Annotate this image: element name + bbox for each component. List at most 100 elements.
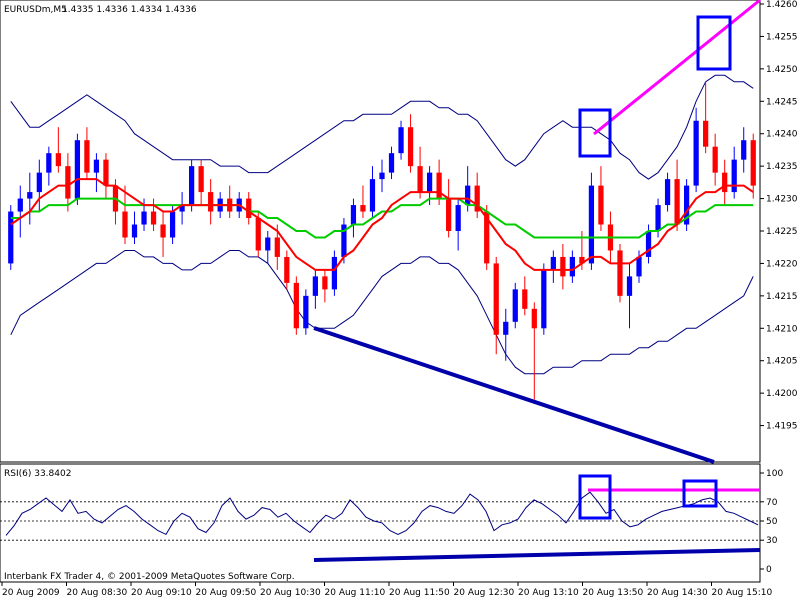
price-tick-label: 1.4260 <box>766 0 798 10</box>
candle-body <box>303 295 309 329</box>
rsi-tick-label: 50 <box>766 517 778 527</box>
candle-body <box>645 231 652 257</box>
rsi-title-label: RSI(6) 33.8402 <box>4 469 71 479</box>
price-tick-label: 1.4245 <box>766 97 798 107</box>
candle-body <box>731 159 737 193</box>
time-tick-label: 20 Aug 12:30 <box>454 588 515 598</box>
candle-body <box>36 172 42 193</box>
rsi-support-trendline <box>313 548 761 562</box>
time-tick-label: 20 Aug 13:10 <box>518 588 579 598</box>
candle-body <box>579 256 585 264</box>
time-tick-label: 20 Aug 13:50 <box>583 588 644 598</box>
rsi-pane-frame <box>0 463 761 583</box>
bollinger-upper-line <box>10 74 754 180</box>
candle-body <box>150 211 157 225</box>
candle-body <box>189 166 195 206</box>
candle-body <box>17 198 23 212</box>
candle-body <box>103 159 109 186</box>
time-tick-label: 20 Aug 11:10 <box>325 588 386 598</box>
candle-body <box>331 256 338 290</box>
candle-body <box>465 185 471 206</box>
rsi-highlight-box <box>578 474 612 520</box>
candle-body <box>741 140 747 160</box>
candle-body <box>503 321 509 335</box>
price-highlight-box <box>696 15 732 71</box>
candle-body <box>208 192 214 212</box>
candle-body <box>65 166 71 199</box>
candle-body <box>360 205 366 212</box>
time-tick-label: 20 Aug 09:10 <box>131 588 192 598</box>
candle-body <box>455 205 461 231</box>
candle-body <box>198 166 204 193</box>
candle-body <box>541 269 547 329</box>
candle-body <box>322 276 328 290</box>
price-tick-label: 1.4230 <box>766 195 798 205</box>
candle-body <box>131 224 138 238</box>
candle-body <box>122 211 128 238</box>
candle-body <box>683 185 690 225</box>
candle-body <box>617 250 623 296</box>
candle-body <box>407 127 414 167</box>
candle-body <box>388 153 395 173</box>
candle-body <box>636 256 642 277</box>
candle-body <box>417 166 423 193</box>
price-tick-label: 1.4220 <box>766 259 798 269</box>
time-tick-label: 20 Aug 11:50 <box>389 588 450 598</box>
candle-body <box>74 140 81 199</box>
candle-body <box>398 127 404 154</box>
candle-body <box>493 263 499 335</box>
candle-body <box>522 289 528 309</box>
candle-body <box>626 276 633 296</box>
candle-body <box>588 185 595 264</box>
candle-body <box>664 179 671 206</box>
price-tick-label: 1.4205 <box>766 357 798 367</box>
candle-body <box>722 172 728 193</box>
time-tick-label: 20 Aug 10:30 <box>260 588 321 598</box>
candle-body <box>712 146 718 173</box>
candle-body <box>598 185 604 225</box>
copyright-label: Interbank FX Trader 4, © 2001-2009 MetaQ… <box>4 572 295 582</box>
candle-body <box>512 289 518 322</box>
price-tick-label: 1.4240 <box>766 130 798 140</box>
candle-body <box>674 179 680 225</box>
candle-body <box>531 308 537 329</box>
candle-body <box>46 153 52 173</box>
candle-body <box>265 237 271 251</box>
rsi-tick-label: 70 <box>766 498 778 508</box>
candle-body <box>569 256 575 277</box>
candle-body <box>8 211 14 264</box>
candle-body <box>274 237 280 257</box>
rsi-tick-label: 100 <box>766 469 783 479</box>
candle-body <box>703 120 709 147</box>
price-layer <box>8 0 761 464</box>
candle-body <box>369 179 376 212</box>
candle-body <box>560 256 566 277</box>
candle-body <box>484 211 490 264</box>
rsi-line <box>5 491 759 536</box>
price-highlight-box <box>578 108 612 158</box>
candle-body <box>350 205 357 225</box>
candle-body <box>446 198 452 231</box>
rsi-tick-label: 0 <box>766 565 772 575</box>
price-tick-label: 1.4195 <box>766 422 798 432</box>
price-tick-label: 1.4235 <box>766 162 798 172</box>
price-tick-label: 1.4225 <box>766 227 798 237</box>
rsi-highlight-box <box>682 479 718 508</box>
rsi-tick-label: 30 <box>766 536 778 546</box>
price-support-trendline <box>313 326 715 464</box>
candle-body <box>655 205 661 231</box>
ma-slow-line <box>10 197 754 239</box>
time-tick-label: 20 Aug 15:10 <box>712 588 773 598</box>
candle-body <box>255 218 261 251</box>
candle-body <box>179 205 185 212</box>
candle-body <box>341 224 347 257</box>
candle-body <box>55 153 61 167</box>
candle-body <box>27 192 33 199</box>
candle-body <box>141 211 147 225</box>
candle-body <box>93 159 100 173</box>
candle-body <box>84 140 90 173</box>
ma-fast-line <box>10 178 754 271</box>
candle-body <box>169 211 176 238</box>
